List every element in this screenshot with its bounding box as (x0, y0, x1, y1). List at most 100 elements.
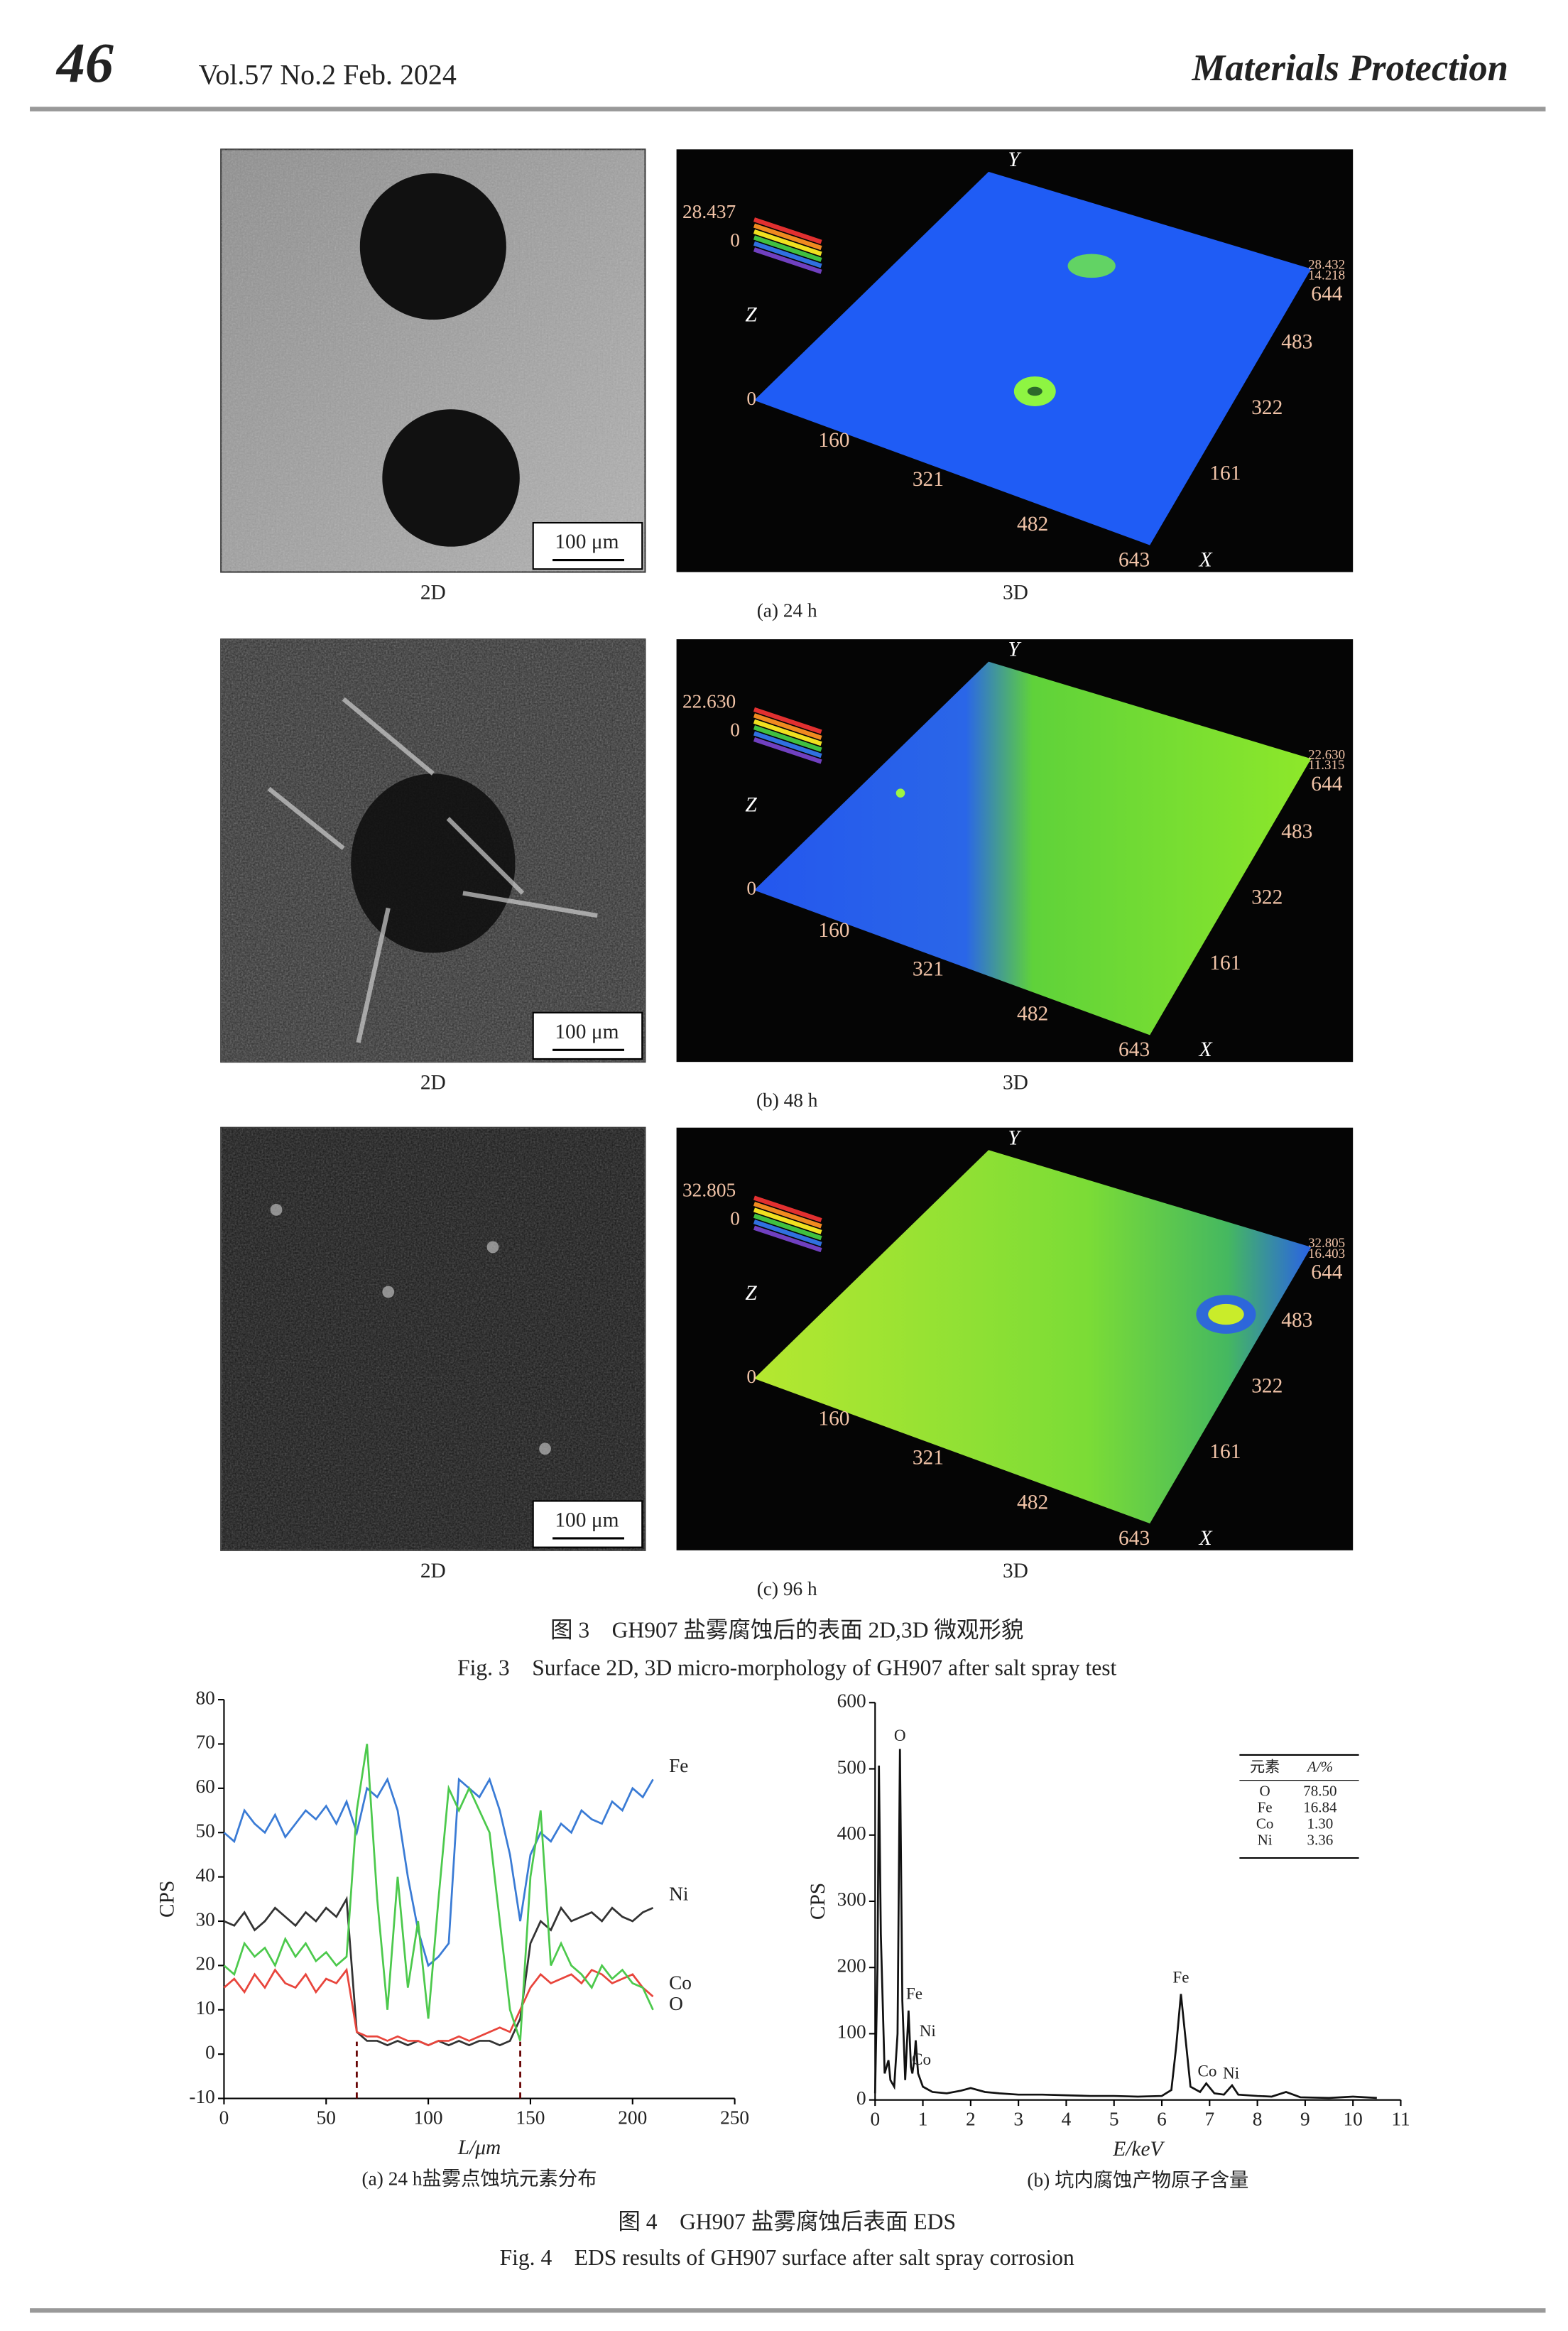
x-tick-label: 321 (913, 958, 944, 981)
table-cell: 16.84 (1303, 1798, 1337, 1815)
x-tick-label: 11 (1391, 2108, 1410, 2129)
z-range-mid: 14.218 (1308, 268, 1345, 283)
y-tick-label: 483 (1281, 330, 1312, 353)
axis-letter: Y (1008, 148, 1021, 171)
y-tick-label: 161 (1209, 462, 1241, 484)
series-label: O (669, 1993, 683, 2014)
y-tick-label: 500 (837, 1756, 866, 1778)
x-tick-label: 160 (818, 919, 849, 942)
figure-caption: 图 4 GH907 盐雾腐蚀后表面 EDS (618, 2209, 956, 2234)
color-bar-stripe (753, 241, 822, 268)
x-tick-label: 160 (818, 1408, 849, 1430)
y-tick-label: 644 (1311, 1261, 1342, 1284)
deposit-speck (270, 1203, 283, 1216)
z-range-mid: 16.403 (1308, 1246, 1345, 1261)
x-tick-label: 0 (870, 2108, 880, 2129)
axis-letter: Z (745, 793, 757, 816)
x-tick-label: 643 (1118, 1038, 1150, 1061)
y-tick-label: 322 (1251, 1374, 1283, 1397)
corrosion-pit (351, 773, 516, 953)
micrograph-texture (221, 1127, 646, 1550)
z-range-mid: 11.315 (1308, 758, 1344, 773)
surface-3d (753, 1150, 1312, 1523)
series-line (223, 1896, 654, 2047)
series-label: Co (669, 1972, 692, 1994)
corrosion-pit (382, 409, 520, 547)
y-tick-label: 161 (1209, 952, 1241, 974)
panel-sublabel: 3D (1003, 582, 1028, 604)
table-cell: Co (1256, 1815, 1274, 1832)
table-header: A/% (1306, 1759, 1333, 1776)
color-bar-stripe (753, 737, 822, 764)
y-tick-label: 0 (205, 2041, 215, 2063)
x-tick-label: 482 (1017, 1491, 1048, 1514)
color-bar-stripe (753, 707, 822, 734)
y-tick-label: 10 (195, 1997, 214, 2018)
table-header: 元素 (1250, 1759, 1280, 1776)
axis-letter: X (1199, 1527, 1213, 1550)
peak-label: Co (912, 2050, 931, 2069)
y-tick-label: 600 (837, 1690, 866, 1712)
axis-letter: X (1199, 548, 1213, 571)
deposit-speck (539, 1442, 551, 1455)
series-line (223, 1744, 654, 2041)
x-tick-label: 2 (966, 2108, 976, 2129)
y-axis-label: CPS (807, 1883, 829, 1920)
corrosion-pit (359, 173, 506, 320)
y-tick-label: 322 (1251, 886, 1283, 909)
y-tick-label: 40 (195, 1864, 214, 1886)
panel-sublabel: 2D (420, 1560, 446, 1582)
scale-bar-label: 100 μm (555, 1021, 619, 1043)
pit-spot (895, 788, 905, 798)
y-tick-label: 200 (837, 1955, 866, 1976)
scale-bar-label: 100 μm (555, 1509, 619, 1532)
y-tick-label: 30 (195, 1908, 214, 1930)
peak-label: Fe (906, 1985, 922, 2004)
chart-caption: (b) 坑内腐蚀产物原子含量 (1027, 2170, 1248, 2191)
y-tick-label: 483 (1281, 1309, 1312, 1332)
figure-caption: Fig. 3 Surface 2D, 3D micro-morphology o… (457, 1655, 1116, 1680)
color-bar-stripe (753, 217, 822, 244)
x-tick-label: 8 (1253, 2108, 1263, 2129)
series-line (223, 1967, 654, 2047)
x-axis-label: L/μm (457, 2136, 501, 2159)
peak-label: Ni (920, 2022, 936, 2041)
y-tick-label: 60 (195, 1776, 214, 1797)
table-cell: Ni (1258, 1832, 1273, 1849)
peak-label: Ni (1223, 2065, 1239, 2083)
panel-sublabel: 2D (420, 1071, 446, 1094)
x-tick-label: 643 (1118, 1527, 1150, 1550)
table-cell: 3.36 (1307, 1832, 1334, 1849)
x-tick-label: 9 (1300, 2108, 1310, 2129)
z-range-top: 28.432 (1308, 258, 1345, 273)
color-bar-stripe (753, 229, 822, 256)
z-axis-zero: 0 (746, 388, 756, 409)
y-tick-label: 161 (1209, 1440, 1241, 1463)
y-tick-label: 483 (1281, 820, 1312, 843)
color-bar-min: 0 (730, 229, 740, 251)
y-tick-label: 50 (195, 1820, 214, 1842)
chart-caption: (a) 24 h盐雾点蚀坑元素分布 (362, 2168, 597, 2189)
table-cell: Fe (1258, 1798, 1273, 1815)
color-bar-stripe (753, 725, 822, 752)
color-bar-stripe (753, 1219, 822, 1246)
figure-caption: 图 3 GH907 盐雾腐蚀后的表面 2D,3D 微观形貌 (550, 1618, 1024, 1643)
color-bar-stripe (753, 1195, 822, 1223)
color-bar-stripe (753, 1207, 822, 1234)
deposit-streak (446, 817, 525, 895)
pit-spot (1067, 254, 1116, 278)
x-tick-label: 0 (219, 2107, 229, 2128)
table-cell: 1.30 (1307, 1815, 1334, 1832)
scale-bar-box (532, 1011, 643, 1060)
panel-caption: (b) 48 h (756, 1090, 818, 1111)
color-bar-stripe (753, 713, 822, 740)
panel-sublabel: 3D (1003, 1560, 1028, 1582)
z-axis-zero: 0 (746, 1366, 756, 1387)
surface-3d (753, 661, 1312, 1036)
axis-letter: Z (745, 1282, 757, 1305)
color-bar-min: 0 (730, 1207, 740, 1229)
peak-label: Fe (1172, 1968, 1189, 1987)
color-bar-stripe (753, 235, 822, 262)
x-tick-label: 321 (913, 1446, 944, 1469)
